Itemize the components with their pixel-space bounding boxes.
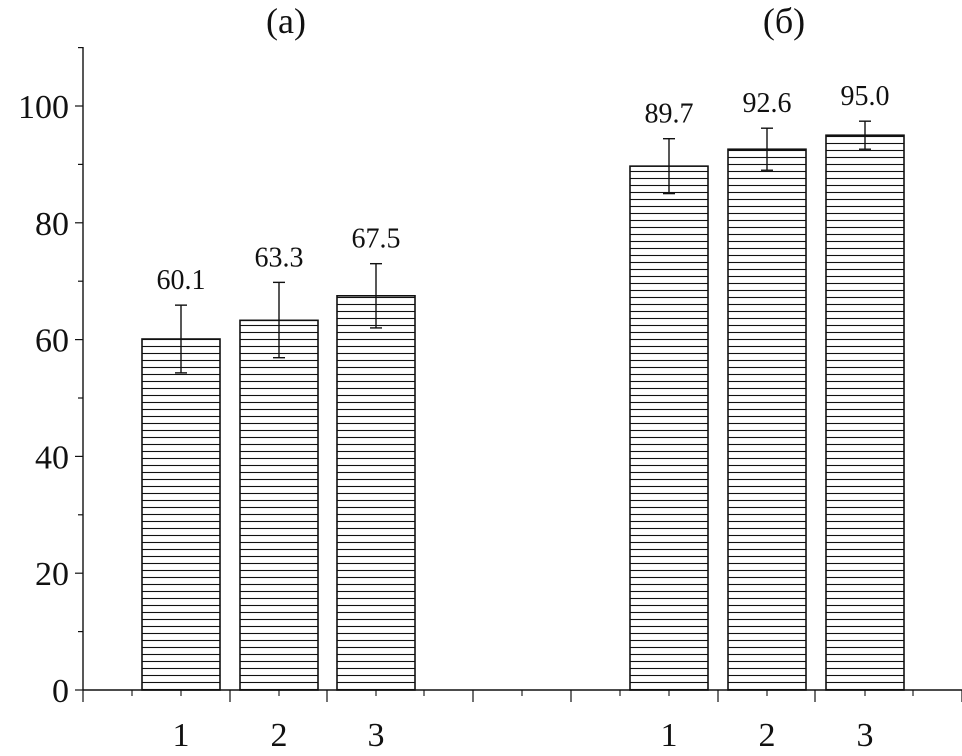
labels: 0 20 40 60 80 100 (a) 60.1 1 63.3 2 67.5 3 (б) 89.7 1 92…: [18, 1, 890, 754]
x-tick-label: 1: [661, 717, 678, 754]
axes: [75, 46, 962, 702]
data-label: 67.5: [352, 224, 401, 255]
bar: [727, 148, 807, 691]
y-tick-label: 80: [35, 206, 69, 243]
data-label: 60.1: [157, 265, 206, 296]
bar: [825, 134, 905, 691]
bar: [629, 165, 709, 691]
bar: [336, 294, 416, 691]
y-tick-label: 20: [35, 556, 69, 593]
panel-title: (б): [763, 1, 805, 41]
data-label: 92.6: [743, 88, 792, 119]
y-tick-label: 100: [18, 89, 69, 126]
bar: [141, 338, 221, 691]
bar: [239, 319, 319, 691]
data-label: 95.0: [841, 81, 890, 112]
x-tick-label: 2: [271, 717, 288, 754]
x-tick-label: 2: [759, 717, 776, 754]
panel-title: (a): [266, 1, 306, 41]
data-label: 89.7: [645, 99, 694, 130]
data-label: 63.3: [255, 242, 304, 273]
y-tick-label: 0: [52, 673, 69, 710]
x-tick-label: 1: [173, 717, 190, 754]
y-tick-label: 40: [35, 439, 69, 476]
x-tick-label: 3: [857, 717, 874, 754]
bars: [141, 120, 905, 691]
y-tick-label: 60: [35, 323, 69, 360]
x-tick-label: 3: [368, 717, 385, 754]
